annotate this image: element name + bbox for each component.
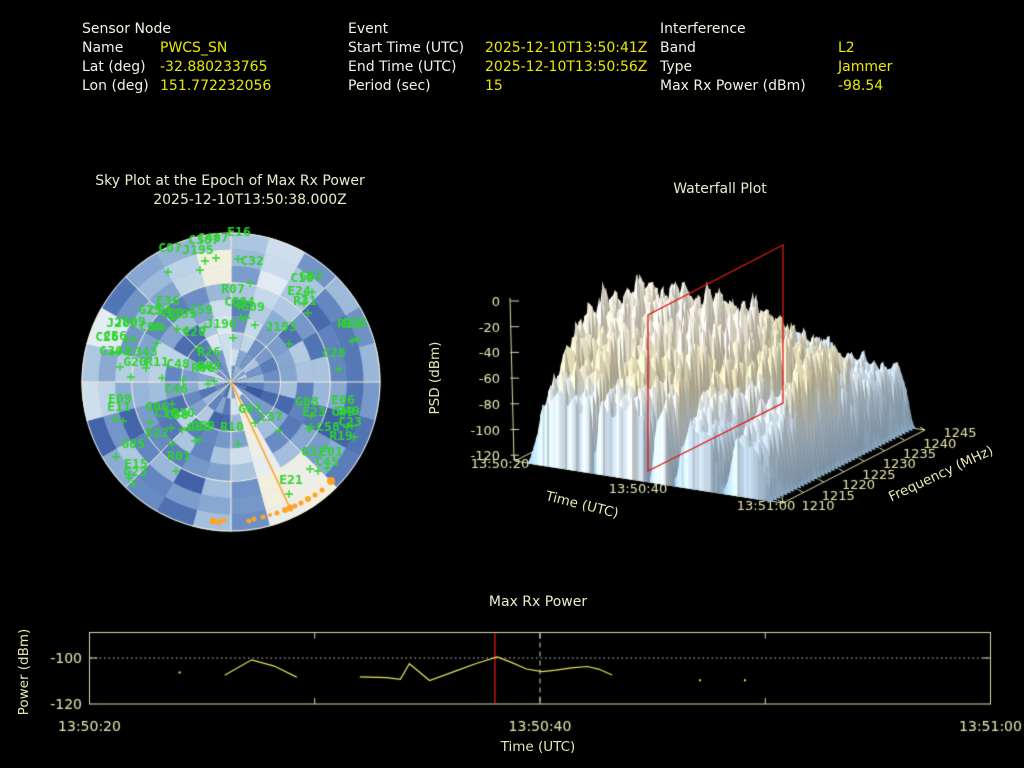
event-period-label: Period (sec) — [348, 78, 431, 94]
event-period-value: 15 — [485, 78, 503, 94]
interference-type-label: Type — [660, 59, 693, 75]
waterfall-title: Waterfall Plot — [673, 181, 767, 197]
power-y-axis-label: Power (dBm) — [16, 628, 32, 716]
interference-section-title: Interference — [660, 21, 746, 37]
sensor-node-section-title: Sensor Node — [82, 21, 171, 37]
interference-band-label: Band — [660, 40, 696, 56]
interference-maxrx-value: -98.54 — [838, 78, 884, 94]
sensor-lat-label: Lat (deg) — [82, 59, 146, 75]
event-start-label: Start Time (UTC) — [348, 40, 465, 56]
interference-band-value: L2 — [838, 40, 855, 56]
event-start-value: 2025-12-10T13:50:41Z — [485, 40, 648, 56]
max-rx-power-canvas — [40, 600, 1024, 760]
sensor-lon-label: Lon (deg) — [82, 78, 149, 94]
interference-type-value: Jammer — [838, 59, 893, 75]
sky-plot-title: Sky Plot at the Epoch of Max Rx Power — [95, 173, 365, 189]
sensor-lat-value: -32.880233765 — [160, 59, 268, 75]
waterfall-canvas — [420, 210, 1024, 540]
sensor-name-value: PWCS_SN — [160, 40, 228, 56]
event-section-title: Event — [348, 21, 389, 37]
sky-plot-subtitle: 2025-12-10T13:50:38.000Z — [153, 192, 347, 208]
event-end-label: End Time (UTC) — [348, 59, 457, 75]
waterfall-psd-axis-label: PSD (dBm) — [427, 341, 443, 415]
event-end-value: 2025-12-10T13:50:56Z — [485, 59, 648, 75]
power-x-axis-label: Time (UTC) — [500, 739, 576, 755]
sky-plot-canvas — [60, 215, 400, 545]
sensor-name-label: Name — [82, 40, 124, 56]
interference-maxrx-label: Max Rx Power (dBm) — [660, 78, 806, 94]
sensor-lon-value: 151.772232056 — [160, 78, 272, 94]
